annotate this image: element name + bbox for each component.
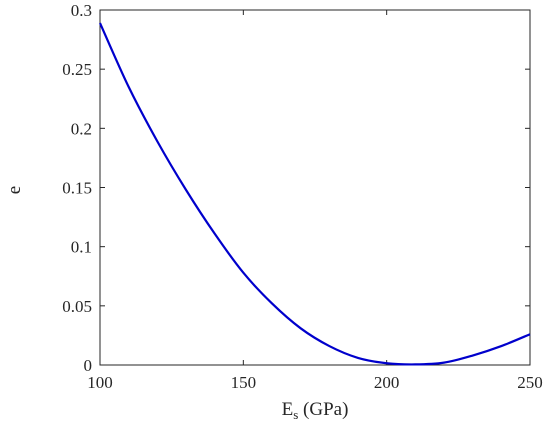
x-tick-label: 250	[517, 373, 543, 392]
x-tick-label: 200	[374, 373, 400, 392]
y-tick-label: 0.15	[62, 179, 92, 198]
x-tick-label: 150	[231, 373, 257, 392]
y-tick-label: 0.25	[62, 60, 92, 79]
x-axis-label-unit: (GPa)	[298, 399, 348, 420]
x-axis-label-subscript: s	[293, 407, 298, 422]
series-line	[98, 22, 531, 366]
y-tick-label: 0.3	[71, 1, 92, 20]
plot-frame	[99, 9, 531, 366]
x-axis: 100 150 200 250	[87, 10, 543, 392]
y-axis: 0 0.05 0.1 0.15 0.2 0.25 0.3	[62, 1, 530, 375]
y-tick-label: 0.2	[71, 119, 92, 138]
y-tick-label: 0.05	[62, 297, 92, 316]
x-axis-label: Es (GPa)	[282, 399, 349, 422]
x-tick-label: 100	[87, 373, 113, 392]
y-axis-label: e	[4, 186, 25, 194]
y-tick-label: 0	[84, 356, 93, 375]
y-tick-label: 0.1	[71, 238, 92, 257]
